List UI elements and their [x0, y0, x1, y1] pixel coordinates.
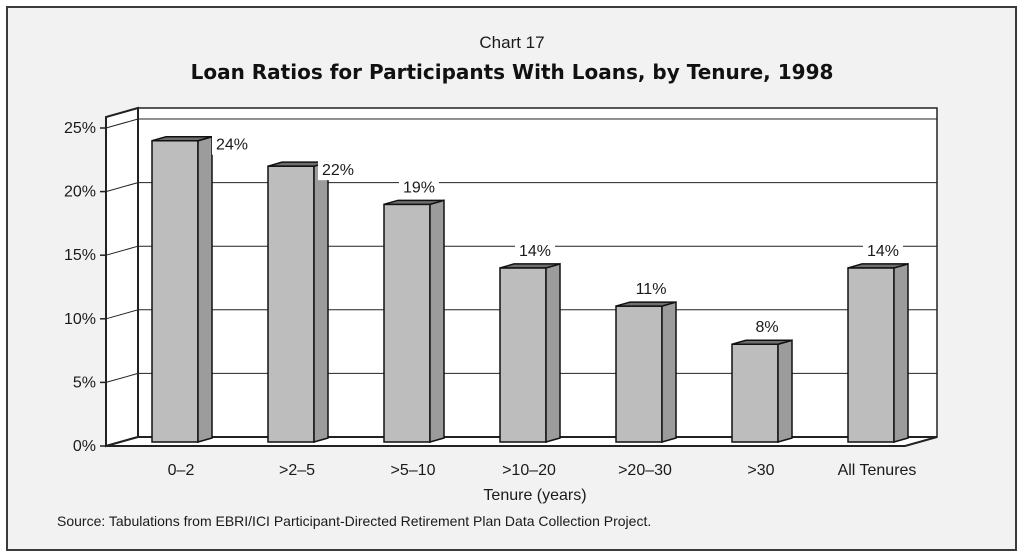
bar-group: 8%: [731, 318, 793, 443]
bar: [847, 267, 895, 443]
data-label: 22%: [322, 162, 354, 179]
y-tick-label: 10%: [64, 311, 96, 328]
y-tick-label: 15%: [64, 247, 96, 264]
data-label: 8%: [755, 319, 778, 336]
data-label-bg: [318, 161, 358, 181]
data-label-bg: [747, 318, 787, 338]
bar-side: [313, 161, 329, 443]
bar-side: [893, 262, 909, 443]
y-tick-label: 5%: [73, 374, 96, 391]
bar-side: [661, 301, 677, 443]
bar-group: 24%: [151, 135, 252, 443]
y-axis-ticks: 0% 5% 10% 15% 20% 25%: [64, 117, 107, 455]
gridline-side: [105, 309, 139, 320]
data-label: 11%: [636, 281, 667, 298]
bar-group: 22%: [267, 161, 358, 443]
chart-title: Loan Ratios for Participants With Loans,…: [191, 60, 834, 84]
bar-group: 19%: [383, 178, 445, 443]
bar-top: [615, 301, 677, 307]
data-label-bg: [399, 178, 439, 198]
x-tick-label: All Tenures: [838, 462, 917, 479]
x-tick-label: 0–2: [168, 462, 195, 479]
x-tick-label: >5–10: [391, 462, 436, 479]
bar-top: [731, 339, 793, 345]
gridline-side: [105, 182, 139, 193]
data-label-bg: [212, 135, 252, 155]
chart-number: Chart 17: [479, 33, 544, 52]
data-label: 24%: [216, 137, 248, 154]
gridline-side: [105, 372, 139, 383]
side-wall: [105, 106, 139, 448]
bar-side: [545, 262, 561, 443]
x-axis-ticks: 0–2 >2–5 >5–10 >10–20 >20–30 >30 All Tenures: [168, 462, 917, 479]
bar: [383, 203, 431, 443]
y-tick-label: 20%: [64, 184, 96, 201]
data-label-bg: [631, 280, 671, 300]
data-label-bg: [863, 241, 903, 261]
bars: 24% 22% 19% 14% 11% 8% 14%: [151, 135, 909, 443]
bar: [267, 165, 315, 443]
bar-side: [197, 135, 213, 443]
bar-top: [383, 199, 445, 206]
bar-group: 11%: [615, 280, 677, 443]
x-tick-label: >20–30: [618, 462, 672, 479]
x-axis-title: Tenure (years): [483, 487, 586, 504]
gridline-side: [105, 245, 139, 256]
bar-top: [847, 263, 909, 269]
bar-group: 14%: [499, 241, 561, 443]
y-tick-label: 25%: [64, 120, 96, 137]
data-label: 14%: [519, 243, 551, 260]
y-tick-label: 0%: [73, 438, 96, 455]
bar-side: [429, 199, 445, 443]
gridline-side: [105, 118, 139, 129]
bar: [615, 305, 663, 443]
data-label: 19%: [403, 179, 435, 196]
data-label: 14%: [867, 243, 899, 260]
bar-group: 14%: [847, 241, 909, 443]
x-tick-label: >10–20: [502, 462, 556, 479]
source-note: Source: Tabulations from EBRI/ICI Partic…: [57, 513, 651, 529]
x-tick-label: >2–5: [279, 462, 315, 479]
bar: [731, 343, 779, 443]
bar-side: [777, 339, 793, 443]
bar: [151, 139, 199, 443]
data-label-bg: [515, 241, 555, 261]
x-tick-label: >30: [747, 462, 774, 479]
bar-top: [499, 263, 561, 269]
bar: [499, 267, 547, 443]
